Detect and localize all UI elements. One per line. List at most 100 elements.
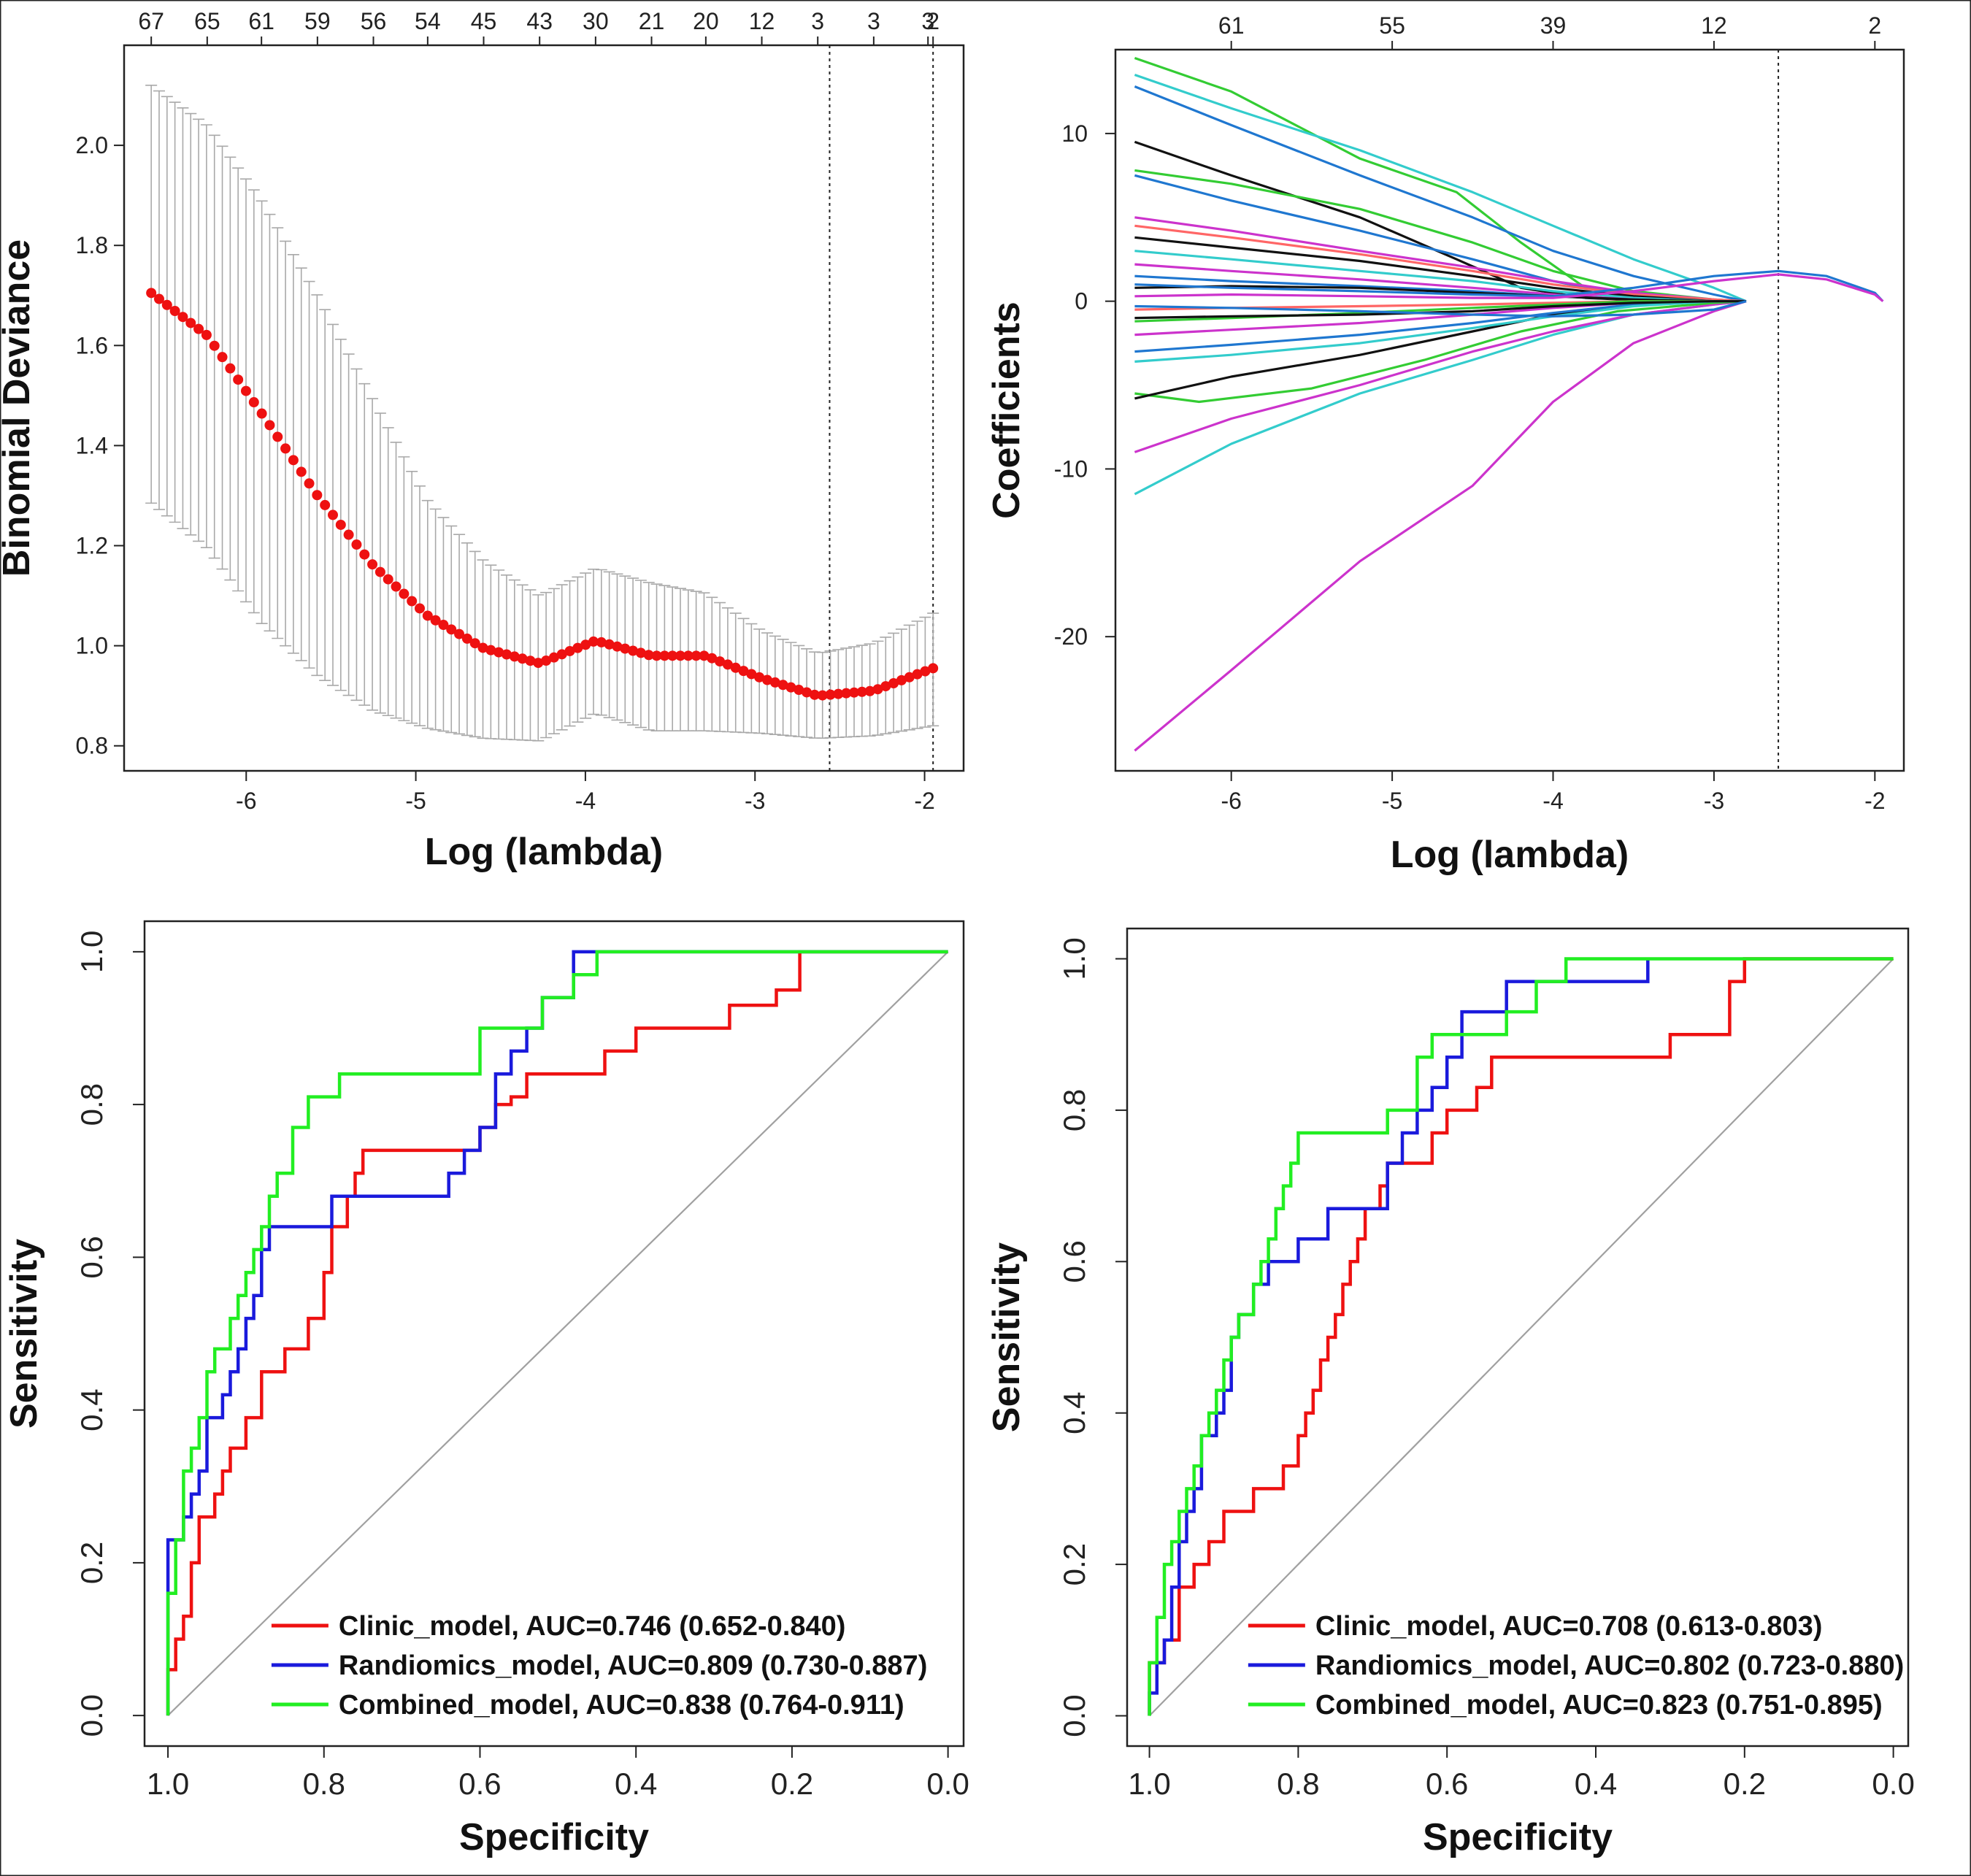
- x-tick-label: 1.0: [1128, 1767, 1170, 1801]
- y-tick-label: 0.2: [74, 1542, 109, 1584]
- x-tick-label: 1.0: [147, 1767, 189, 1801]
- deviance-point: [272, 431, 283, 442]
- deviance-point: [185, 318, 196, 328]
- deviance-point: [817, 690, 828, 701]
- y-tick-label: 2.0: [76, 132, 108, 158]
- top-tick-label: 2: [1868, 12, 1881, 39]
- deviance-point: [367, 559, 378, 570]
- coefficient-path: [1134, 273, 1884, 302]
- y-tick-label: 1.0: [76, 633, 108, 659]
- top-tick-label: 61: [248, 8, 274, 34]
- deviance-point: [193, 323, 204, 334]
- deviance-point: [161, 299, 172, 310]
- y-tick-label: 0.0: [74, 1694, 109, 1737]
- y-tick-label: 1.4: [76, 432, 108, 458]
- top-tick-label: 55: [1379, 12, 1405, 39]
- coefficient-path-plot: -6 -5 -4 -3 -2 -20 -10 0 10 61 55 39 12 2 Log (lambda)…: [986, 12, 1905, 876]
- top-tick-label: 3: [921, 8, 934, 34]
- y-tick-label: -10: [1054, 455, 1088, 482]
- deviance-point: [643, 650, 654, 661]
- deviance-point: [912, 669, 923, 680]
- deviance-point: [872, 684, 883, 695]
- deviance-point: [651, 650, 662, 661]
- deviance-point: [493, 647, 504, 658]
- deviance-point: [730, 662, 741, 673]
- x-axis-label: Log (lambda): [425, 831, 663, 873]
- y-tick-label: 0.8: [74, 1083, 109, 1126]
- top-tick-label: 2: [926, 8, 940, 34]
- deviance-point: [304, 478, 315, 489]
- y-tick-label: -20: [1054, 623, 1088, 650]
- deviance-point: [320, 499, 331, 510]
- deviance-point: [833, 688, 844, 699]
- deviance-point: [635, 647, 646, 658]
- y-tick-label: 1.8: [76, 232, 108, 258]
- x-axis-label: Specificity: [1423, 1816, 1613, 1858]
- deviance-point: [794, 685, 804, 696]
- top-tick-label: 56: [361, 8, 387, 34]
- x-tick-label: 0.6: [1426, 1767, 1468, 1801]
- deviance-point: [517, 653, 528, 664]
- deviance-point: [233, 374, 244, 385]
- x-tick-label: 0.0: [926, 1767, 969, 1801]
- x-tick-label: -4: [575, 788, 596, 814]
- deviance-point: [628, 645, 639, 656]
- top-tick-label: 43: [526, 8, 553, 34]
- roc-curve: [166, 950, 948, 1716]
- deviance-point: [715, 656, 726, 667]
- roc-curve: [166, 950, 948, 1716]
- deviance-point: [225, 363, 236, 374]
- deviance-point: [761, 674, 772, 685]
- deviance-point: [288, 455, 299, 466]
- top-tick-label: 20: [693, 8, 719, 34]
- y-tick-label: 10: [1061, 120, 1088, 147]
- deviance-point: [738, 666, 749, 677]
- legend-entry: Randiomics_model, AUC=0.802 (0.723-0.880…: [1315, 1650, 1904, 1681]
- y-tick-label: 0.2: [1057, 1543, 1091, 1585]
- deviance-point: [454, 628, 465, 639]
- legend-entry: Combined_model, AUC=0.838 (0.764-0.911): [339, 1690, 904, 1721]
- deviance-points: [146, 288, 939, 701]
- deviance-point: [683, 650, 694, 661]
- legend-entry: Randiomics_model, AUC=0.809 (0.730-0.887…: [339, 1650, 927, 1681]
- roc-plot-training: 1.0 0.8 0.6 0.4 0.2 0.0 0.0 0.2 0.4 0.6 0.8 1.0 Spec…: [3, 920, 969, 1858]
- top-tick-label: 65: [194, 8, 220, 34]
- top-tick-label: 59: [304, 8, 331, 34]
- deviance-point: [754, 672, 765, 683]
- deviance-point: [374, 566, 385, 577]
- deviance-point: [169, 305, 180, 316]
- legend: Clinic_model, AUC=0.746 (0.652-0.840) Ran…: [271, 1611, 927, 1721]
- deviance-point: [667, 650, 678, 661]
- top-tick-label: 67: [138, 8, 164, 34]
- legend-entry: Clinic_model, AUC=0.708 (0.613-0.803): [1315, 1611, 1823, 1642]
- deviance-point: [335, 519, 346, 530]
- deviance-point: [383, 574, 393, 585]
- y-tick-label: 0.0: [1057, 1694, 1091, 1737]
- deviance-point: [209, 340, 220, 351]
- top-tick-label: 30: [583, 8, 609, 34]
- plot-frame: [1114, 48, 1905, 772]
- x-tick-label: -6: [236, 788, 256, 814]
- top-tick-label: 45: [471, 8, 497, 34]
- coefficient-path: [1134, 300, 1747, 752]
- x-tick-label: -2: [1864, 788, 1885, 814]
- x-axis-label: Specificity: [459, 1816, 649, 1858]
- top-tick-label: 54: [415, 8, 441, 34]
- deviance-point: [848, 687, 859, 698]
- top-tick-label: 39: [1540, 12, 1567, 39]
- deviance-point: [809, 689, 820, 700]
- x-tick-label: -3: [745, 788, 765, 814]
- deviance-point: [264, 420, 275, 431]
- deviance-point: [604, 639, 615, 650]
- deviance-point: [588, 636, 599, 647]
- deviance-point: [904, 672, 915, 683]
- y-tick-label: 0.4: [74, 1388, 109, 1431]
- deviance-point: [501, 649, 512, 660]
- deviance-point: [438, 620, 449, 631]
- x-tick-label: -6: [1221, 788, 1241, 814]
- top-tick-label: 3: [811, 8, 824, 34]
- deviance-point: [556, 649, 567, 660]
- x-tick-label: -5: [405, 788, 426, 814]
- legend-entry: Clinic_model, AUC=0.746 (0.652-0.840): [339, 1611, 846, 1642]
- deviance-point: [580, 639, 591, 650]
